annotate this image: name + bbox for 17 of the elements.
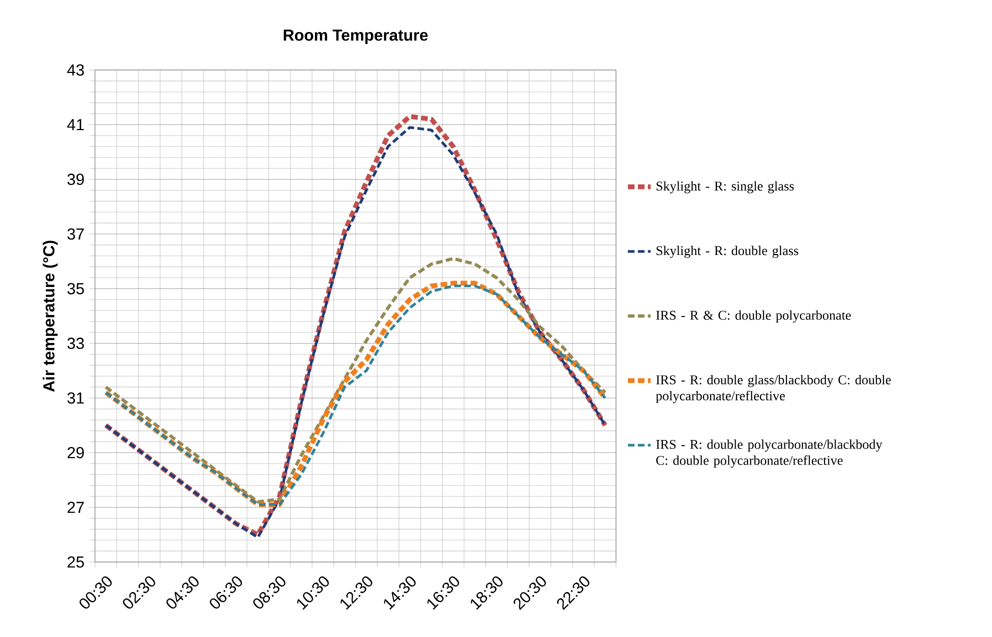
y-tick-label: 33 — [67, 338, 84, 349]
y-tick-label: 39 — [67, 174, 84, 185]
legend-label: Skylight - R: single glass — [656, 181, 794, 194]
y-tick-label: 29 — [68, 447, 84, 458]
y-tick-label: 43 — [67, 64, 84, 76]
legend-label: IRS - R: double glass/blackbody C: double polycarbonate/reflective — [656, 374, 891, 404]
y-axis-title: Air temperature (°C) — [42, 240, 58, 392]
y-tick-label: 35 — [67, 283, 84, 294]
y-tick-label: 31 — [67, 392, 84, 404]
chart-title: Room Temperature — [284, 30, 428, 44]
y-tick-label: 41 — [67, 119, 84, 130]
y-tick-label: 37 — [67, 228, 84, 240]
y-tick-label: 27 — [68, 502, 84, 513]
legend-label: Skylight - R: double glass — [656, 246, 798, 258]
legend-label: IRS - R: double polycarbonate/blackbody C: double polycarbonate/reflective — [656, 440, 882, 468]
y-tick-label: 25 — [68, 556, 84, 568]
legend-label: IRS - R & C: double polycarbonate — [656, 310, 851, 323]
